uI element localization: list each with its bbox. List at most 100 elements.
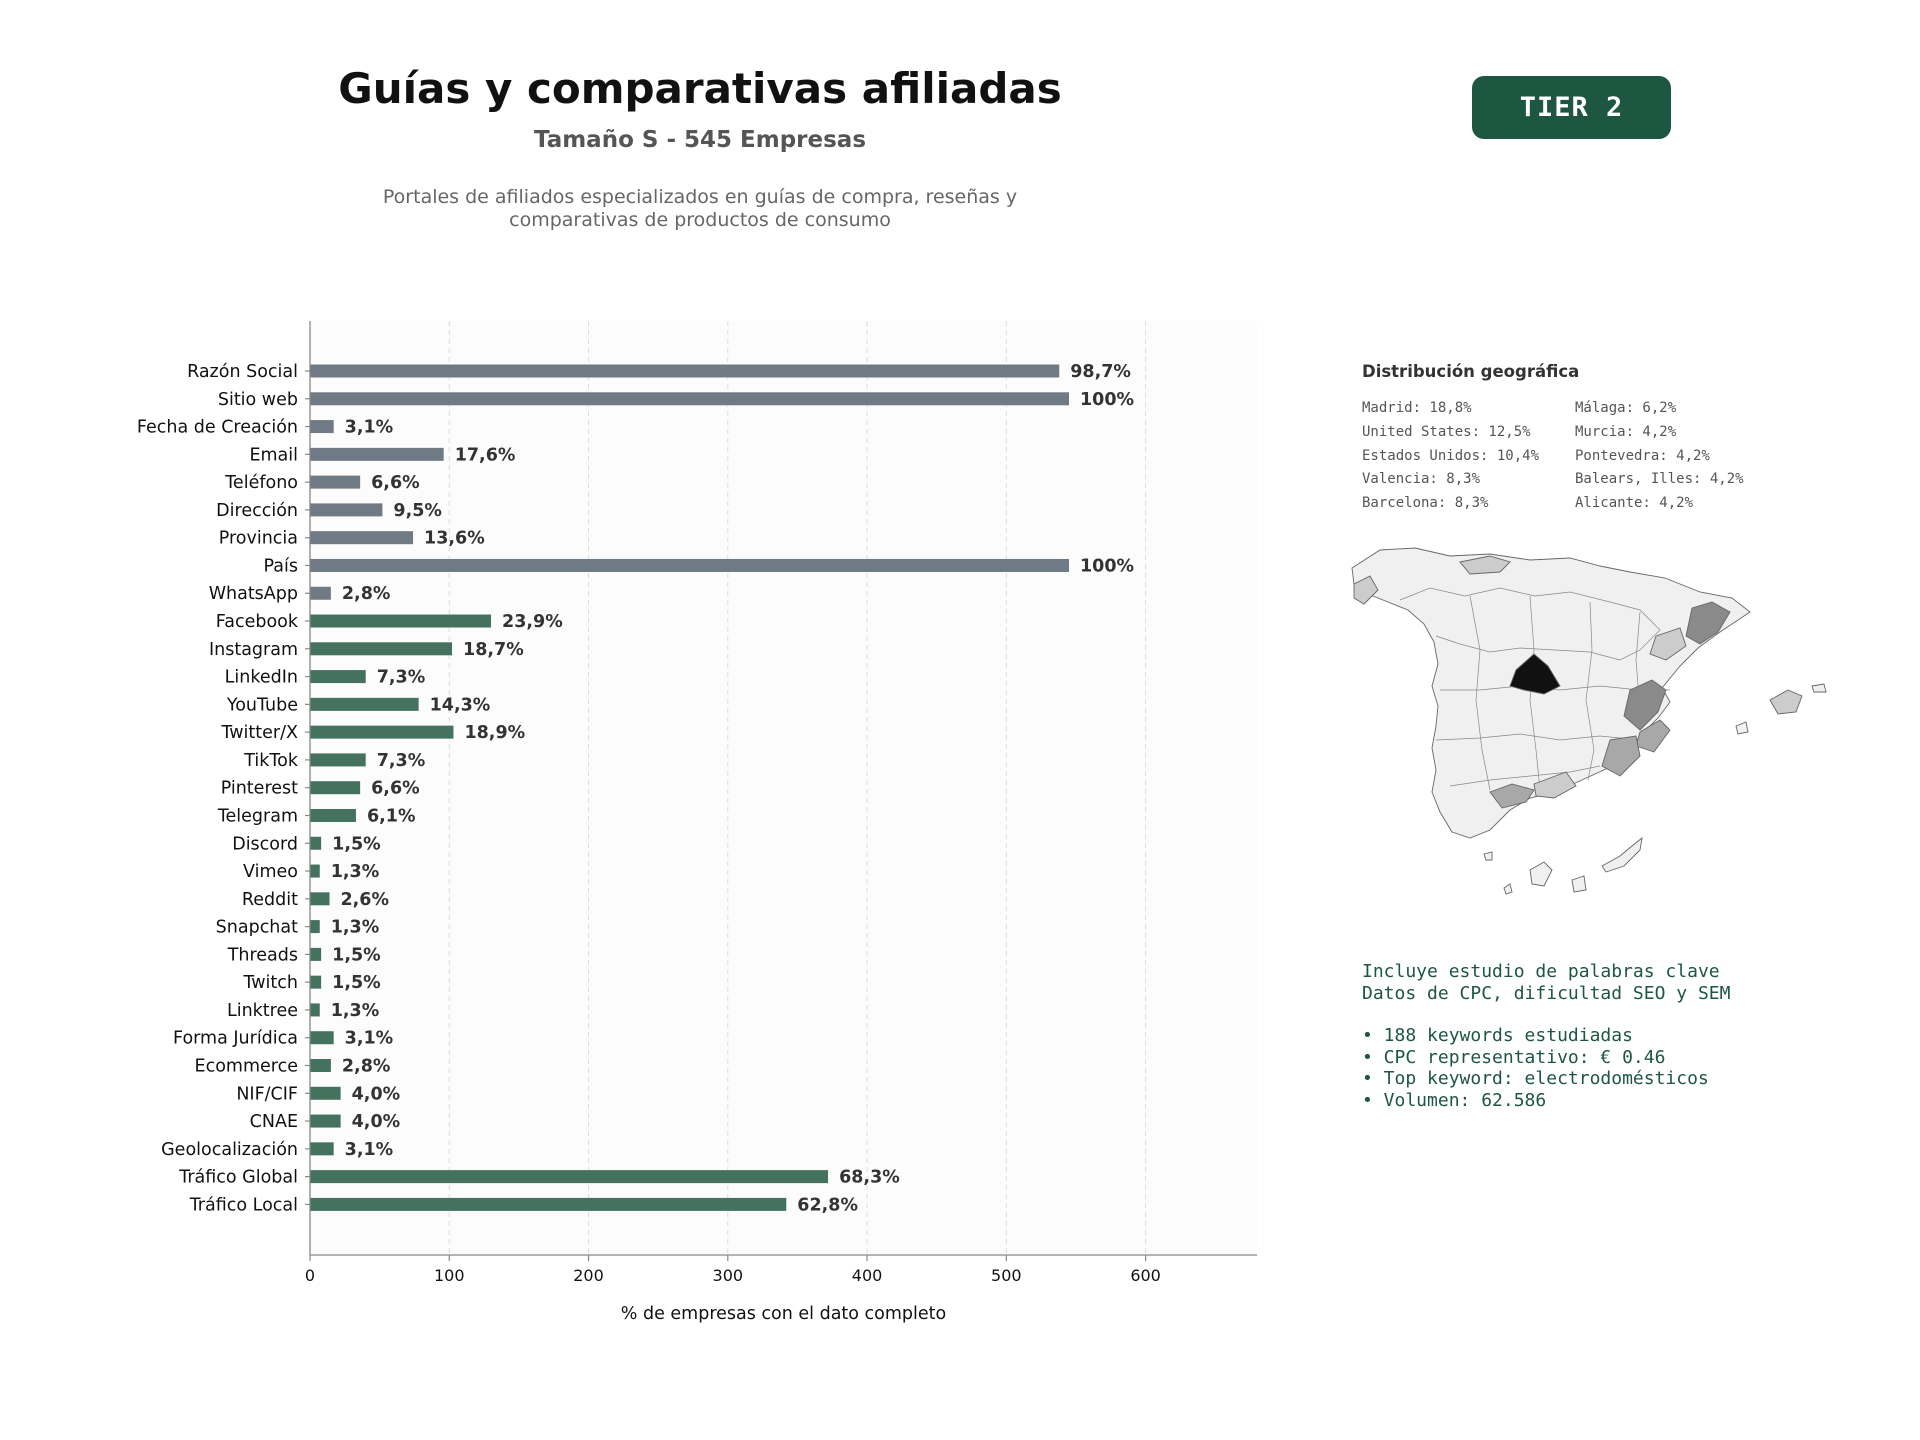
geo-item: Valencia: 8,3% <box>1362 471 1481 488</box>
value-label: 3,1% <box>345 1140 394 1160</box>
keywords-line-1: Incluye estudio de palabras clave <box>1362 961 1720 982</box>
value-label: 18,9% <box>464 723 525 743</box>
map-menorca <box>1811 683 1827 693</box>
bar <box>310 614 492 628</box>
page-subtitle: Tamaño S - 545 Empresas <box>533 127 867 153</box>
map-barcelona <box>1685 601 1731 645</box>
map-canarias-5 <box>1483 851 1493 861</box>
value-label: 100% <box>1080 556 1134 576</box>
value-label: 23,9% <box>502 612 563 632</box>
map-asturias <box>1459 555 1511 575</box>
category-label: TikTok <box>243 751 299 771</box>
category-label: Linktree <box>227 1001 298 1021</box>
value-label: 2,8% <box>342 584 391 604</box>
keyword-bullet: • CPC representativo: € 0.46 <box>1362 1046 1666 1068</box>
x-tick-label: 100 <box>434 1266 465 1285</box>
x-axis-title: % de empresas con el dato completo <box>621 1304 946 1324</box>
value-label: 6,1% <box>367 806 416 826</box>
bar <box>310 892 330 906</box>
bar <box>310 808 356 822</box>
bar-chart: Razón Social 98,7% Sitio web 100% Fecha de C… <box>137 321 1257 1324</box>
x-tick-label: 300 <box>713 1266 744 1285</box>
category-label: Provincia <box>219 529 298 549</box>
bar <box>310 697 419 711</box>
plot-background <box>310 321 1257 1255</box>
value-label: 3,1% <box>345 418 394 438</box>
geo-item: Estados Unidos: 10,4% <box>1362 447 1540 464</box>
x-tick-label: 400 <box>852 1266 883 1285</box>
value-label: 62,8% <box>797 1195 858 1215</box>
bar <box>310 558 1069 572</box>
bar <box>310 920 320 934</box>
bar <box>310 447 444 461</box>
x-tick-label: 0 <box>305 1266 315 1285</box>
axes: 0 100 200 300 400 500 600 <box>305 321 1257 1285</box>
category-label: Ecommerce <box>195 1057 298 1077</box>
x-tick-label: 600 <box>1130 1266 1161 1285</box>
geo-item: Málaga: 6,2% <box>1575 400 1677 416</box>
map-mallorca <box>1769 689 1803 715</box>
value-label: 2,6% <box>340 890 389 910</box>
grid-lines <box>448 321 1147 1255</box>
bar <box>310 642 453 656</box>
category-label: Instagram <box>209 640 298 660</box>
category-label: WhatsApp <box>209 584 298 604</box>
value-label: 6,6% <box>371 779 420 799</box>
value-label: 14,3% <box>430 695 491 715</box>
map-pontevedra <box>1353 575 1379 605</box>
bar <box>310 586 331 600</box>
bar <box>310 725 454 739</box>
bar <box>310 420 334 434</box>
page-description: Portales de afiliados especializados en … <box>382 186 1018 231</box>
geo-item: Madrid: 18,8% <box>1362 400 1472 416</box>
map-canarias-2 <box>1571 875 1587 893</box>
category-label: Twitch <box>242 973 298 993</box>
map-granada <box>1533 771 1577 799</box>
geo-list: Madrid: 18,8% Málaga: 6,2% United States… <box>1362 400 1782 511</box>
value-label: 2,8% <box>342 1057 391 1077</box>
value-label: 6,6% <box>371 473 420 493</box>
keywords-panel: Incluye estudio de palabras clave Datos … <box>1362 961 1842 1111</box>
value-label: 68,3% <box>839 1168 900 1188</box>
value-label: 7,3% <box>377 668 426 688</box>
map-canarias-4 <box>1503 883 1513 895</box>
value-label: 1,5% <box>332 945 381 965</box>
keyword-bullet: • 188 keywords estudiadas <box>1362 1025 1633 1046</box>
category-label: Threads <box>227 945 298 965</box>
map-murcia <box>1601 735 1641 777</box>
map-tarragona <box>1649 627 1687 661</box>
map-canarias-1 <box>1529 861 1553 887</box>
bar <box>310 670 366 684</box>
value-label: 9,5% <box>393 501 442 521</box>
category-label: Geolocalización <box>161 1140 298 1160</box>
value-label: 7,3% <box>377 751 426 771</box>
x-tick-label: 200 <box>573 1266 604 1285</box>
keyword-bullet: • Volumen: 62.586 <box>1362 1089 1547 1111</box>
category-label: País <box>264 556 298 576</box>
category-label: Facebook <box>216 612 299 632</box>
bar <box>310 1059 331 1072</box>
category-label: Forma Jurídica <box>173 1029 298 1049</box>
category-label: Telegram <box>217 806 298 826</box>
category-label: Reddit <box>242 890 298 910</box>
page-title: Guías y comparativas afiliadas <box>338 64 1062 113</box>
category-label: Vimeo <box>243 862 298 882</box>
category-label: Tráfico Global <box>178 1168 298 1188</box>
map-madrid <box>1509 653 1561 695</box>
geo-item: Murcia: 4,2% <box>1575 423 1677 440</box>
keyword-bullet: • Top keyword: electrodomésticos <box>1362 1068 1709 1089</box>
category-label: CNAE <box>250 1112 298 1132</box>
spain-map <box>1340 540 1860 910</box>
bar <box>310 975 322 989</box>
bar <box>310 836 322 850</box>
value-label: 100% <box>1080 390 1134 410</box>
bar <box>310 531 414 545</box>
value-label: 1,3% <box>331 918 380 938</box>
geo-item: Balears, Illes: 4,2% <box>1575 471 1744 488</box>
category-label: Teléfono <box>224 473 298 493</box>
category-label: Email <box>249 445 298 465</box>
bar <box>310 864 320 878</box>
geo-item: Alicante: 4,2% <box>1575 495 1694 512</box>
bar <box>310 1197 787 1211</box>
bar <box>310 1031 334 1045</box>
